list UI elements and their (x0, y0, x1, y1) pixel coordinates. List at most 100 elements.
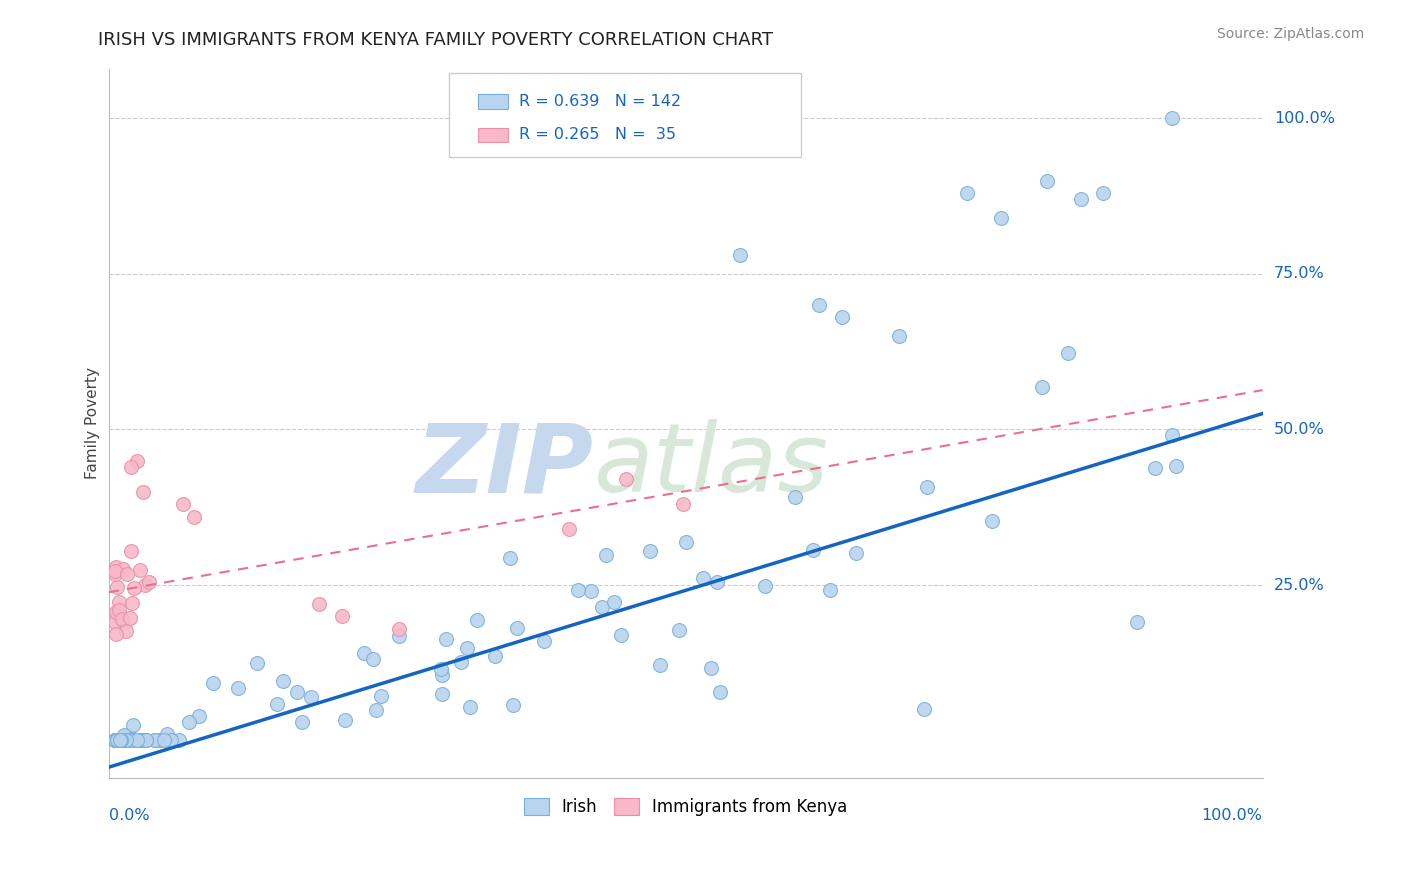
Point (107, 733, 129, 747)
Text: R = 0.265   N =  35: R = 0.265 N = 35 (519, 128, 676, 143)
Text: 0.0%: 0.0% (108, 808, 149, 823)
Point (308, 597, 330, 611)
Point (111, 613, 134, 627)
Point (533, 633, 555, 648)
Point (115, 733, 138, 747)
Point (801, 543, 824, 558)
Point (114, 733, 136, 747)
Point (134, 733, 156, 747)
Point (112, 728, 135, 742)
Point (124, 733, 146, 747)
Point (388, 629, 411, 643)
Point (114, 733, 136, 747)
Point (121, 733, 143, 747)
Text: 50.0%: 50.0% (1274, 422, 1324, 437)
Point (104, 733, 127, 747)
Point (1035, 173, 1057, 187)
Point (104, 733, 127, 747)
Point (465, 613, 488, 627)
Point (114, 733, 136, 747)
Point (111, 733, 134, 747)
Point (299, 690, 322, 704)
Point (134, 578, 156, 592)
Point (595, 548, 617, 562)
Point (105, 605, 128, 619)
Point (692, 571, 714, 585)
Point (118, 730, 141, 744)
Point (131, 733, 153, 747)
Point (120, 459, 142, 474)
Point (135, 733, 157, 747)
Point (432, 687, 454, 701)
Point (111, 562, 134, 576)
Point (458, 700, 481, 714)
Point (291, 714, 314, 729)
Point (110, 733, 132, 747)
Point (430, 662, 453, 676)
Point (128, 563, 150, 577)
Point (981, 514, 1004, 528)
Point (118, 733, 141, 747)
Point (1144, 461, 1167, 475)
Point (668, 623, 690, 637)
Point (887, 329, 910, 343)
Point (640, 544, 662, 558)
Point (363, 651, 385, 665)
Point (143, 733, 166, 747)
Point (104, 564, 127, 578)
Text: atlas: atlas (593, 419, 828, 512)
FancyBboxPatch shape (478, 128, 508, 142)
Point (117, 732, 139, 747)
Point (115, 624, 138, 638)
Point (706, 574, 728, 589)
Point (450, 655, 472, 669)
Point (353, 646, 375, 660)
Point (1057, 345, 1080, 359)
Point (1166, 459, 1188, 474)
Point (125, 733, 148, 747)
Point (1126, 615, 1149, 629)
Point (104, 733, 127, 747)
Point (271, 673, 294, 688)
FancyBboxPatch shape (478, 95, 508, 109)
Point (728, 248, 751, 262)
Point (912, 702, 935, 716)
Point (104, 566, 127, 581)
Point (127, 733, 149, 747)
Point (128, 733, 150, 747)
Point (111, 612, 134, 626)
Text: 25.0%: 25.0% (1274, 577, 1324, 592)
Text: 75.0%: 75.0% (1274, 267, 1324, 281)
Point (135, 733, 157, 747)
Point (105, 733, 128, 747)
Legend: Irish, Immigrants from Kenya: Irish, Immigrants from Kenya (517, 791, 855, 822)
Point (122, 733, 145, 747)
Point (155, 732, 177, 747)
Text: 100.0%: 100.0% (1274, 111, 1334, 126)
Point (152, 733, 174, 747)
Y-axis label: Family Poverty: Family Poverty (86, 368, 100, 479)
Point (333, 714, 356, 728)
Point (1092, 186, 1115, 200)
Point (117, 733, 139, 747)
Point (603, 595, 626, 609)
Text: R = 0.639   N = 142: R = 0.639 N = 142 (519, 94, 682, 109)
Point (845, 545, 868, 559)
Point (108, 733, 131, 747)
Point (115, 566, 138, 581)
Point (125, 733, 148, 747)
Point (105, 733, 128, 747)
Point (122, 733, 145, 747)
Point (115, 731, 138, 746)
Point (104, 559, 127, 574)
Point (188, 708, 211, 723)
Point (266, 697, 288, 711)
Point (124, 733, 146, 747)
Point (111, 733, 134, 747)
Point (111, 733, 134, 747)
Point (160, 733, 183, 747)
Point (143, 733, 166, 747)
Point (122, 581, 145, 595)
Point (456, 640, 478, 655)
Point (183, 509, 205, 524)
